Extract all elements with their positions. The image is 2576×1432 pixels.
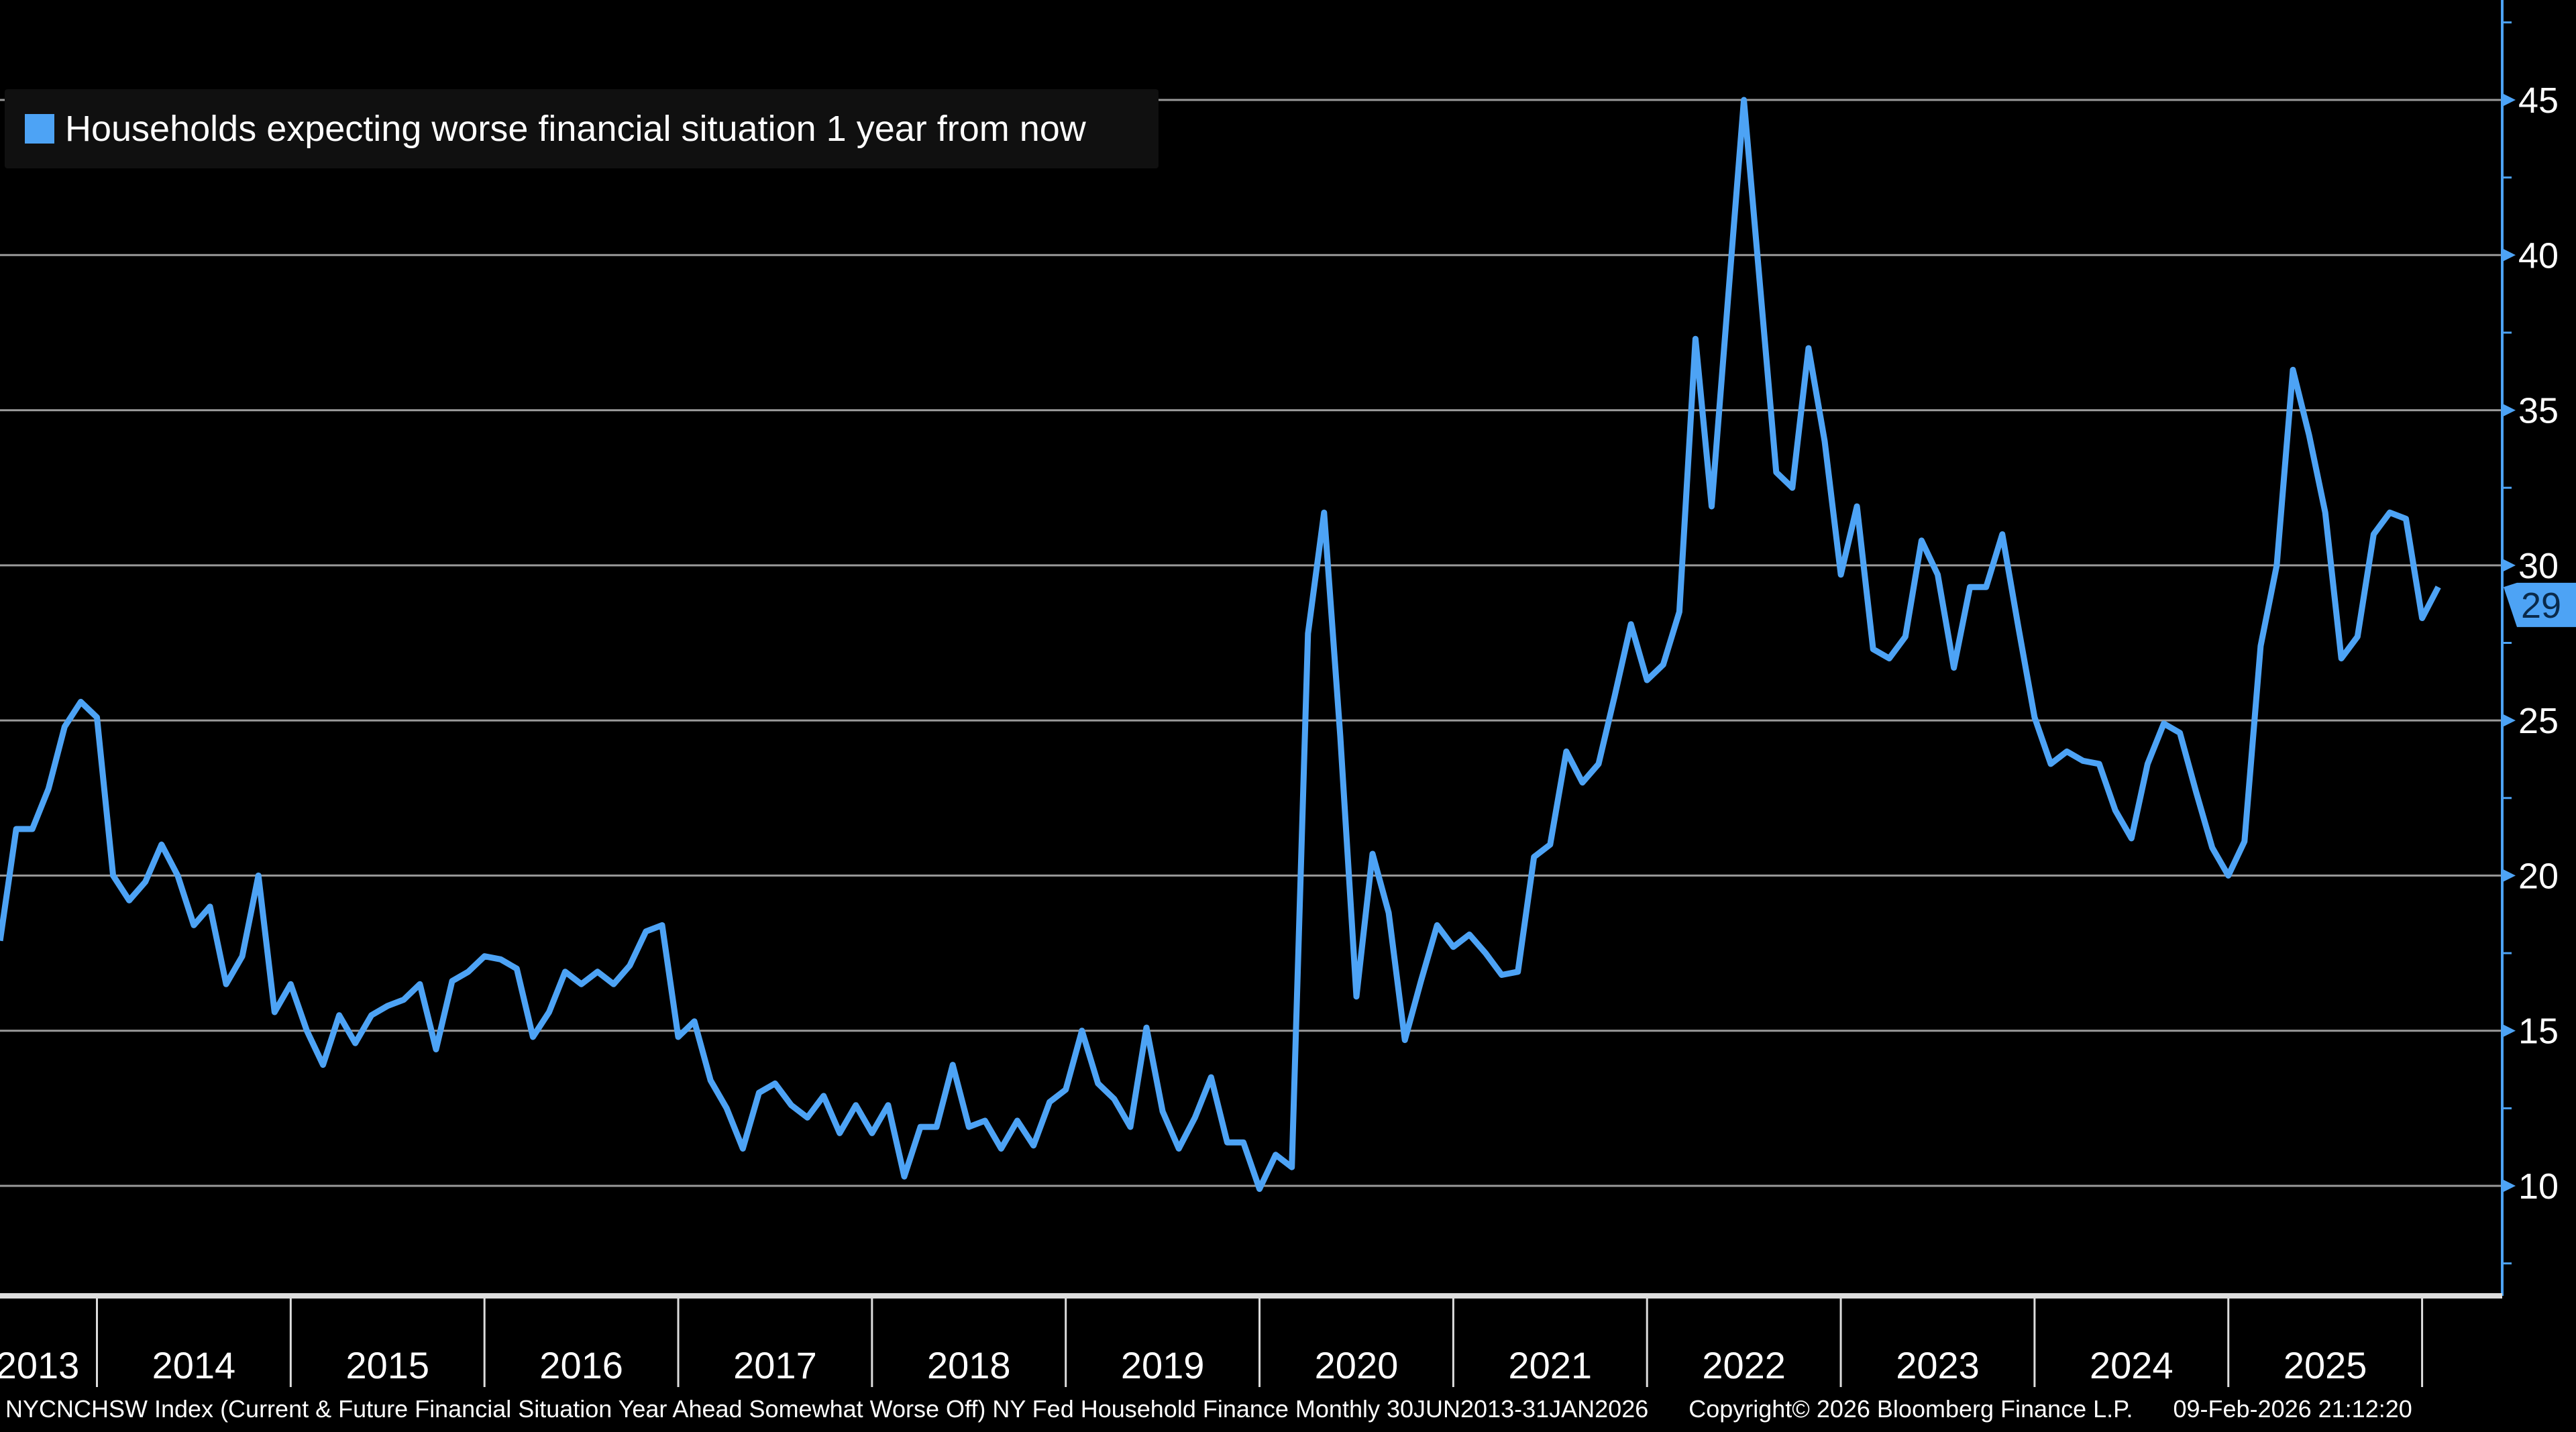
x-tick-label: 2023 (1896, 1344, 1980, 1386)
x-tick-label: 2017 (733, 1344, 817, 1386)
x-tick-label: 2025 (2284, 1344, 2367, 1386)
x-tick-label: 2022 (1702, 1344, 1786, 1386)
x-tick-label: 2015 (345, 1344, 429, 1386)
y-tick-label: 30 (2518, 546, 2559, 586)
x-tick-label: 2014 (152, 1344, 236, 1386)
footer-copyright: Copyright© 2026 Bloomberg Finance L.P. (1688, 1395, 2133, 1423)
series-line (0, 97, 2441, 1193)
footer-description: NYCNCHSW Index (Current & Future Financi… (5, 1395, 1649, 1423)
gridlines (0, 99, 2502, 1187)
y-tick-label: 40 (2518, 235, 2559, 276)
y-axis: 10 15 20 25 30 35 40 45 (2501, 0, 2559, 1296)
x-tick-label: 2019 (1121, 1344, 1205, 1386)
x-tick-label: 2016 (539, 1344, 623, 1386)
y-tick (2502, 558, 2516, 572)
x-axis: 2013 2014 2015 2016 2017 2018 2019 2020 2021 2022… (0, 1293, 2502, 1387)
y-tick (2502, 869, 2516, 883)
footer-timestamp: 09-Feb-2026 21:12:20 (2173, 1395, 2412, 1423)
y-tick-label: 45 (2518, 80, 2559, 121)
y-tick-label: 20 (2518, 856, 2559, 896)
legend-label: Households expecting worse financial sit… (65, 109, 1086, 149)
x-tick-label: 2018 (927, 1344, 1011, 1386)
y-tick (2502, 248, 2516, 262)
y-tick (2502, 1179, 2516, 1193)
y-tick (2502, 714, 2516, 728)
y-tick-label: 25 (2518, 701, 2559, 741)
legend: Households expecting worse financial sit… (5, 89, 1159, 168)
y-tick-label: 35 (2518, 391, 2559, 431)
last-value-marker (2504, 582, 2576, 627)
y-tick (2502, 403, 2516, 417)
y-tick-label: 15 (2518, 1011, 2559, 1052)
x-tick-label: 2021 (1509, 1344, 1593, 1386)
last-value-badge: 29 (2504, 582, 2576, 627)
y-tick (2502, 93, 2516, 107)
footer: NYCNCHSW Index (Current & Future Financi… (5, 1395, 2571, 1429)
x-tick-label: 2024 (2090, 1344, 2174, 1386)
y-tick-label: 10 (2518, 1166, 2559, 1207)
last-value-label: 29 (2521, 586, 2561, 626)
legend-swatch (25, 114, 54, 144)
x-tick-label: 2013 (0, 1344, 79, 1386)
y-tick (2502, 1024, 2516, 1038)
x-tick-label: 2020 (1315, 1344, 1399, 1386)
